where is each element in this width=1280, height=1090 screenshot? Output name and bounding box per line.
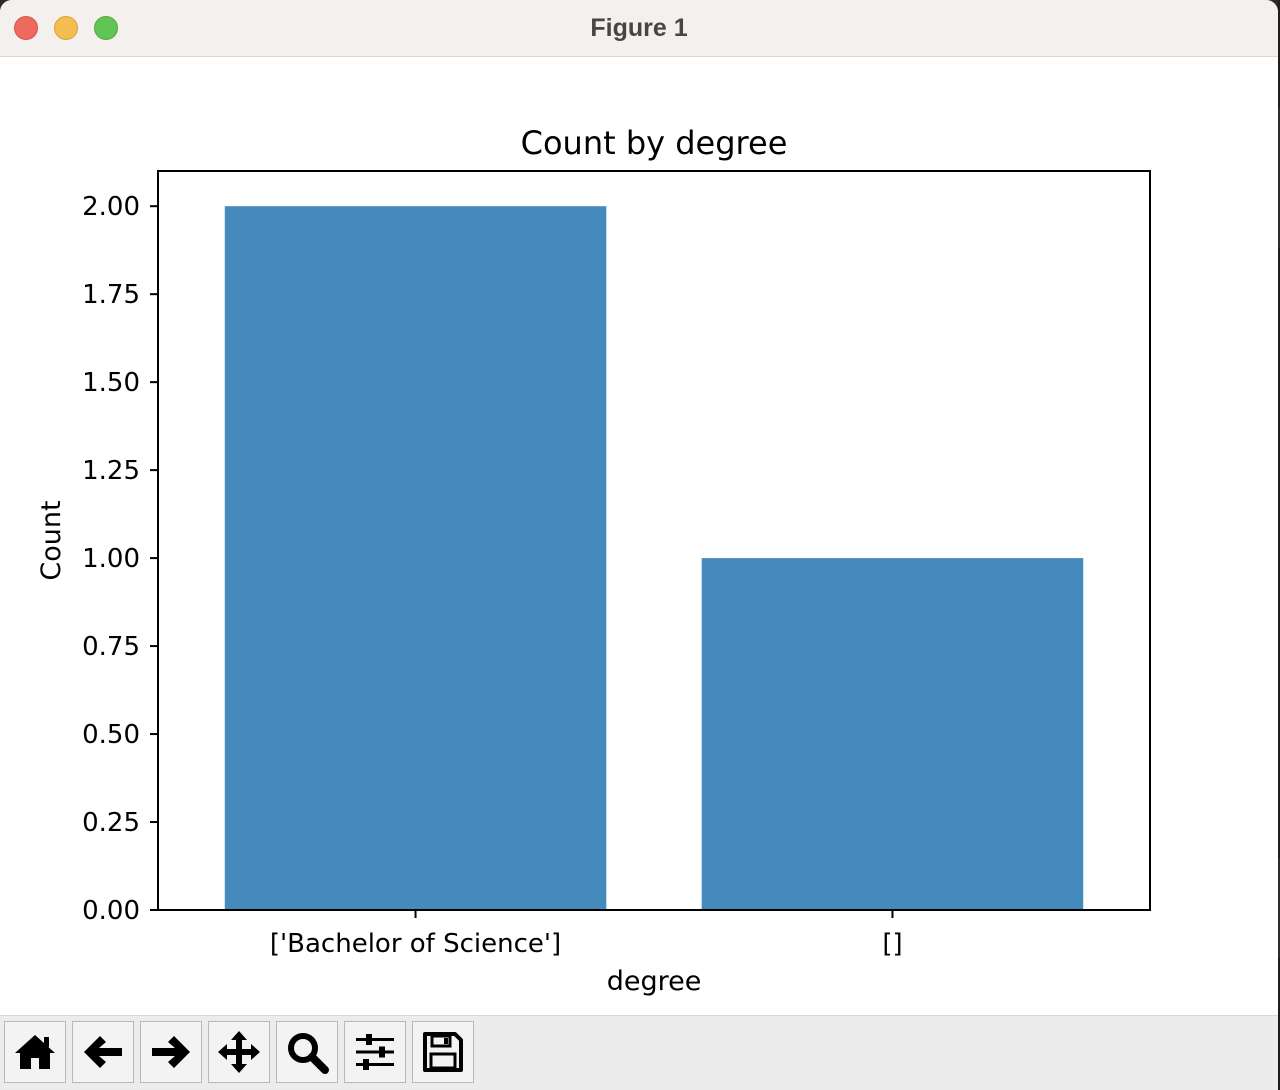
x-tick-label: [] (882, 929, 902, 959)
pan-button[interactable] (208, 1021, 270, 1083)
zoom-button[interactable] (276, 1021, 338, 1083)
bar-chart: 0.00 0.25 0.50 0.75 1.00 1.25 1.50 1.75 2.00 ['B… (36, 124, 1151, 997)
bars-layer (224, 206, 1084, 910)
y-tick-label: 0.00 (82, 896, 140, 926)
y-tick-label: 1.50 (82, 368, 140, 398)
home-button[interactable] (4, 1021, 66, 1083)
bar (224, 206, 607, 910)
configure-subplots-button[interactable] (344, 1021, 406, 1083)
window-edge (1278, 958, 1280, 1090)
arrow-right-icon (152, 1036, 190, 1068)
floppy-disk-icon (423, 1032, 463, 1072)
close-window-button[interactable] (14, 16, 38, 40)
x-tick-label: ['Bachelor of Science'] (270, 929, 561, 959)
home-icon (15, 1035, 55, 1069)
minimize-window-button[interactable] (54, 16, 78, 40)
y-axis: 0.00 0.25 0.50 0.75 1.00 1.25 1.50 1.75 2.00 (82, 192, 158, 926)
back-button[interactable] (72, 1021, 134, 1083)
axes-frame (157, 170, 1151, 911)
window-edge (1278, 0, 1280, 108)
figure-canvas: 0.00 0.25 0.50 0.75 1.00 1.25 1.50 1.75 2.00 ['B… (0, 57, 1278, 1015)
save-button[interactable] (412, 1021, 474, 1083)
move-icon (218, 1031, 260, 1073)
y-tick-label: 0.75 (82, 632, 140, 662)
x-axis: ['Bachelor of Science'] [] (270, 910, 903, 959)
forward-button[interactable] (140, 1021, 202, 1083)
window-title: Figure 1 (590, 14, 688, 42)
y-tick-label: 0.50 (82, 720, 140, 750)
y-tick-label: 0.25 (82, 808, 140, 838)
bar (701, 558, 1084, 910)
x-axis-label: degree (607, 966, 702, 997)
y-tick-label: 2.00 (82, 192, 140, 222)
arrow-left-icon (84, 1036, 122, 1068)
magnifier-icon (288, 1033, 329, 1074)
y-axis-label: Count (36, 500, 67, 580)
y-tick-label: 1.75 (82, 280, 140, 310)
title-bar: Figure 1 (0, 0, 1278, 57)
chart-title: Count by degree (521, 124, 788, 162)
y-tick-label: 1.00 (82, 544, 140, 574)
y-tick-label: 1.25 (82, 456, 140, 486)
sliders-icon (356, 1034, 394, 1070)
navigation-toolbar (0, 1015, 1278, 1090)
zoom-window-button[interactable] (94, 16, 118, 40)
window-edge (1278, 248, 1280, 858)
